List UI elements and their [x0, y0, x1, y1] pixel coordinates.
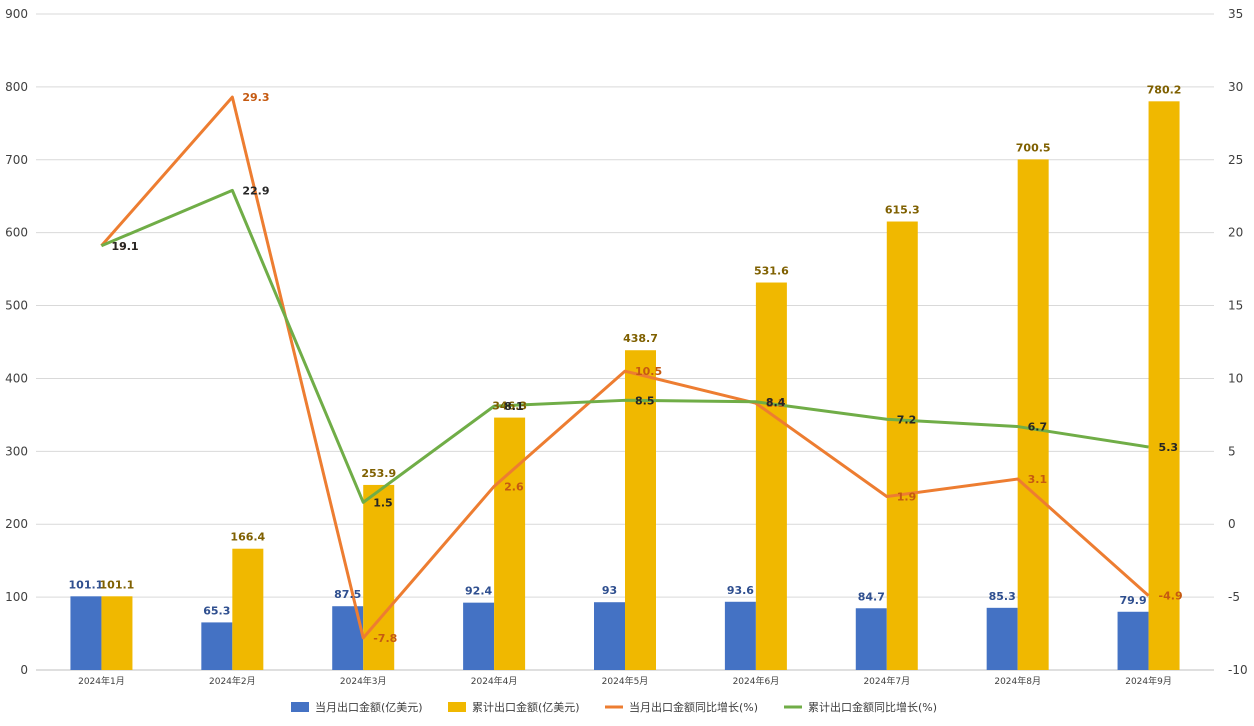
bar-data-label: 79.9 — [1119, 594, 1146, 607]
bar-data-label: 87.5 — [334, 588, 361, 601]
legend-label: 当月出口金额同比增长(%) — [629, 700, 758, 714]
bar — [724, 601, 756, 670]
bar — [1148, 101, 1180, 670]
bar — [886, 221, 918, 671]
line-data-label: 10.5 — [635, 365, 662, 378]
y-left-tick-label: 500 — [5, 299, 28, 313]
y-left-tick-label: 100 — [5, 590, 28, 604]
bar-data-label: 84.7 — [858, 590, 885, 603]
bar — [70, 596, 102, 670]
bar — [232, 548, 264, 670]
bar-data-label: 700.5 — [1016, 141, 1051, 154]
legend-label: 累计出口金额同比增长(%) — [808, 700, 937, 714]
bar — [625, 350, 656, 670]
line-data-label: 5.3 — [1159, 441, 1179, 454]
series-line — [100, 188, 1149, 504]
line-data-label: 8.3 — [766, 397, 786, 410]
bar-data-label: 615.3 — [885, 204, 920, 217]
bar — [201, 622, 233, 670]
y-left-tick-label: 800 — [5, 80, 28, 94]
line-data-label: 19.1 — [111, 240, 138, 253]
line-data-label: -7.8 — [373, 632, 397, 645]
bar — [1117, 611, 1149, 670]
y-left-tick-label: 300 — [5, 444, 28, 458]
bar — [101, 596, 133, 670]
bar-data-label: 101.1 — [100, 578, 135, 591]
bar — [594, 602, 625, 670]
bar-data-label: 85.3 — [989, 590, 1016, 603]
bar-data-label: 253.9 — [361, 467, 396, 480]
series-line — [100, 95, 1150, 640]
y-left-tick-label: 900 — [5, 7, 28, 21]
bar-data-label: 531.6 — [754, 265, 789, 278]
bar — [363, 484, 395, 670]
line-data-label: 29.3 — [242, 91, 269, 104]
line-data-label: 6.7 — [1028, 421, 1048, 434]
y-left-tick-label: 600 — [5, 226, 28, 240]
y-left-tick-label: 400 — [5, 371, 28, 385]
line-data-label: 8.1 — [504, 400, 523, 413]
bar — [855, 608, 887, 670]
line-data-label: 1.5 — [373, 496, 393, 509]
y-left-tick-label: 700 — [5, 153, 28, 167]
line-data-label: 8.5 — [635, 394, 655, 407]
x-tick-label: 2024年8月 — [994, 675, 1041, 687]
legend-label: 累计出口金额(亿美元) — [472, 700, 580, 714]
line-data-label: 1.9 — [897, 491, 917, 504]
bar — [755, 282, 787, 670]
legend-swatch — [291, 702, 309, 712]
bar-data-label: 93.6 — [727, 584, 754, 597]
legend-swatch — [448, 702, 466, 712]
x-tick-label: 2024年4月 — [471, 675, 518, 687]
bar-data-label: 346.3 — [492, 400, 527, 413]
x-tick-label: 2024年1月 — [78, 675, 125, 687]
bar-data-label: 101.1 — [69, 578, 104, 591]
y-right-tick-label: 25 — [1228, 153, 1243, 167]
x-tick-label: 2024年5月 — [602, 675, 649, 687]
x-tick-label: 2024年7月 — [863, 675, 910, 687]
y-right-tick-label: 5 — [1228, 444, 1236, 458]
y-right-tick-label: 15 — [1228, 299, 1243, 313]
bar-data-label: 92.4 — [465, 585, 492, 598]
bar-data-label: 166.4 — [230, 531, 265, 544]
line-data-label: 2.6 — [504, 480, 524, 493]
x-tick-label: 2024年9月 — [1125, 675, 1172, 687]
legend-label: 当月出口金额(亿美元) — [315, 700, 423, 714]
bar — [494, 417, 526, 670]
bar-data-label: 93 — [602, 584, 617, 597]
y-left-tick-label: 200 — [5, 517, 28, 531]
line-data-label: 22.9 — [242, 184, 269, 197]
y-right-tick-label: 0 — [1228, 517, 1236, 531]
bar-data-label: 780.2 — [1147, 83, 1182, 96]
line-data-label: 8.4 — [766, 396, 786, 409]
bar — [463, 602, 495, 670]
line-data-label: 3.1 — [1028, 473, 1048, 486]
bar — [986, 607, 1018, 670]
x-tick-label: 2024年3月 — [340, 675, 387, 687]
y-right-tick-label: 30 — [1228, 80, 1243, 94]
line-data-label: -4.9 — [1159, 590, 1183, 603]
bar — [1017, 159, 1049, 670]
x-tick-label: 2024年2月 — [209, 675, 256, 687]
bar-data-label: 65.3 — [203, 604, 230, 617]
y-right-tick-label: -10 — [1228, 663, 1248, 677]
y-right-tick-label: -5 — [1228, 590, 1240, 604]
bar-data-label: 438.7 — [623, 332, 658, 345]
line-data-label: 7.2 — [897, 413, 917, 426]
y-right-tick-label: 20 — [1228, 226, 1243, 240]
x-tick-label: 2024年6月 — [733, 675, 780, 687]
y-right-tick-label: 35 — [1228, 7, 1243, 21]
y-right-tick-label: 10 — [1228, 371, 1243, 385]
y-left-tick-label: 0 — [20, 663, 28, 677]
line-data-label: 19.1 — [111, 240, 138, 253]
